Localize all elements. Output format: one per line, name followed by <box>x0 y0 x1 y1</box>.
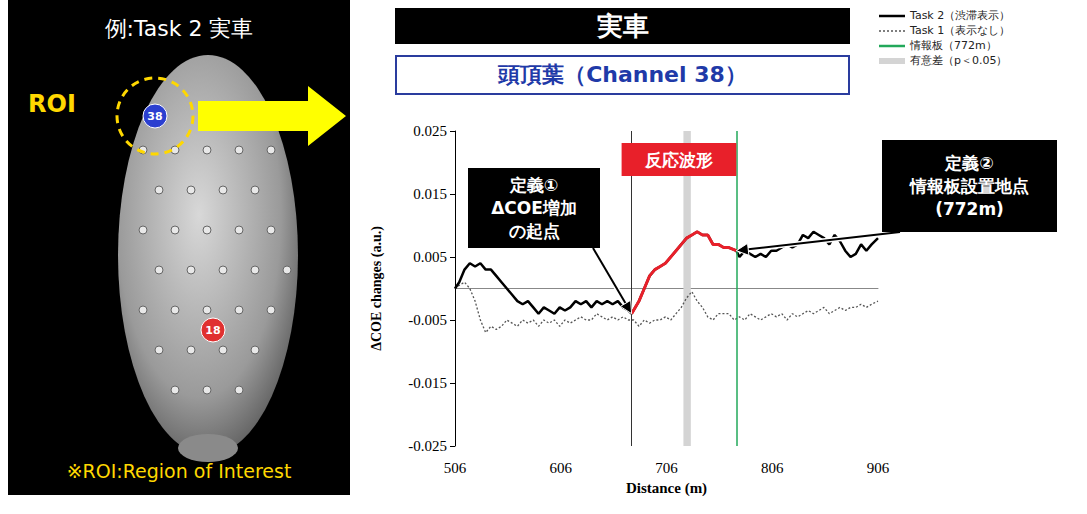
svg-text:0.005: 0.005 <box>413 249 447 265</box>
svg-text:706: 706 <box>655 460 678 476</box>
svg-text:定義①: 定義① <box>509 175 558 195</box>
svg-text:ΔCOE changes (a.u.): ΔCOE changes (a.u.) <box>369 226 385 351</box>
svg-text:906: 906 <box>867 460 890 476</box>
svg-text:0.015: 0.015 <box>413 186 447 202</box>
html-text:Task 1（表示なし）: Task 1（表示なし） <box>910 24 1011 37</box>
svg-text:38: 38 <box>147 110 162 123</box>
html-text:有意差（p＜0.05）: 有意差（p＜0.05） <box>910 54 1008 67</box>
html-text:頭頂葉（Channel 38）: 頭頂葉（Channel 38） <box>498 62 747 87</box>
html-text:実車: 実車 <box>596 11 649 41</box>
svg-text:反応波形: 反応波形 <box>644 150 713 170</box>
svg-text:情報板設置地点: 情報板設置地点 <box>909 176 1029 196</box>
svg-text:606: 606 <box>550 460 573 476</box>
svg-text:の起点: の起点 <box>509 221 560 241</box>
svg-text:18: 18 <box>205 324 220 337</box>
svg-text:-0.015: -0.015 <box>408 375 447 391</box>
html-text:情報板（772m）: 情報板（772m） <box>910 39 997 52</box>
svg-text:-0.025: -0.025 <box>408 438 447 454</box>
svg-text:(772m): (772m) <box>935 199 1004 219</box>
svg-text:506: 506 <box>444 460 467 476</box>
svg-text:例:Task 2 実車: 例:Task 2 実車 <box>105 16 254 41</box>
svg-text:-0.005: -0.005 <box>408 312 447 328</box>
svg-text:0.025: 0.025 <box>413 123 447 139</box>
svg-text:定義②: 定義② <box>944 153 993 173</box>
svg-text:ΔCOE増加: ΔCOE増加 <box>491 198 577 218</box>
html-text:Task 2（渋滞表示）: Task 2（渋滞表示） <box>910 9 1011 22</box>
svg-text:806: 806 <box>761 460 784 476</box>
svg-text:※ROI:Region of Interest: ※ROI:Region of Interest <box>67 460 292 482</box>
svg-text:ROI: ROI <box>28 90 76 118</box>
svg-text:Distance (m): Distance (m) <box>626 480 707 497</box>
